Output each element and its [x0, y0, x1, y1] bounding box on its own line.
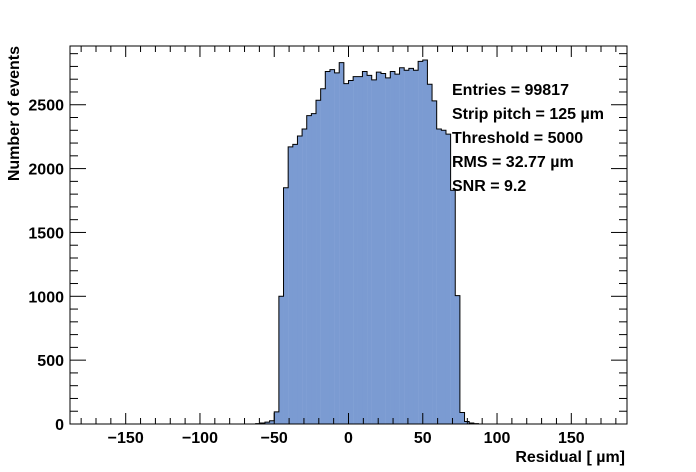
- histogram-bin-70: [394, 74, 400, 424]
- y-axis-title: Number of events: [6, 46, 23, 181]
- histogram-bin-57: [334, 72, 340, 424]
- histogram-bin-68: [385, 77, 391, 425]
- histogram-bin-64: [367, 75, 372, 425]
- histogram-bin-42: [264, 422, 270, 424]
- y-tick-label: 1500: [28, 225, 64, 242]
- histogram-bin-63: [362, 71, 368, 425]
- histogram-bin-59: [343, 83, 349, 424]
- histogram-bin-72: [404, 70, 410, 424]
- histogram-bin-53: [316, 100, 321, 424]
- histogram-bin-69: [390, 71, 396, 425]
- histogram-bin-46: [283, 187, 289, 424]
- x-tick-label: −50: [261, 430, 288, 447]
- histogram-bin-74: [413, 70, 419, 424]
- histogram-bin-83: [455, 295, 461, 424]
- stat-line: Strip pitch = 125 µm: [452, 106, 604, 123]
- histogram-bin-62: [357, 76, 363, 424]
- histogram-bin-61: [353, 76, 358, 424]
- histogram-bin-82: [450, 190, 456, 424]
- x-axis-title: Residual [ µm]: [515, 449, 625, 466]
- histogram-bin-80: [441, 130, 447, 424]
- histogram-bin-86: [469, 422, 475, 424]
- histogram-bin-52: [311, 113, 317, 424]
- stat-line: RMS = 32.77 µm: [452, 154, 574, 171]
- histogram-bin-60: [348, 80, 354, 424]
- histogram-bin-73: [408, 68, 414, 425]
- histogram-bin-50: [302, 129, 307, 424]
- histogram-bin-48: [292, 144, 298, 424]
- histogram-bin-51: [306, 115, 312, 425]
- x-axis-ticks: [80, 46, 617, 424]
- histogram-bin-66: [376, 72, 382, 425]
- histogram-bin-65: [371, 79, 377, 424]
- y-tick-label: 500: [37, 353, 64, 370]
- y-tick-label: 1000: [28, 289, 64, 306]
- stat-line: Entries = 99817: [452, 82, 569, 99]
- x-tick-label: −150: [108, 430, 144, 447]
- x-tick-labels: −150 −100 −50 0 50 100 150: [108, 430, 585, 447]
- histogram-bin-78: [432, 100, 437, 424]
- histogram-bin-44: [274, 411, 280, 424]
- y-tick-label: 0: [55, 417, 64, 434]
- histogram-bin-79: [436, 129, 442, 424]
- x-tick-label: −100: [182, 430, 218, 447]
- y-tick-labels: 0 500 1000 1500 2000 2500: [28, 98, 64, 434]
- histogram-bin-67: [380, 73, 386, 424]
- y-tick-label: 2500: [28, 98, 64, 115]
- y-tick-label: 2000: [28, 162, 64, 179]
- histogram-bin-71: [399, 67, 405, 424]
- histogram-bin-56: [329, 69, 335, 424]
- stats-box: Entries = 99817 Strip pitch = 125 µm Thres…: [452, 82, 604, 195]
- x-tick-label: 50: [414, 430, 432, 447]
- stat-line: Threshold = 5000: [452, 130, 583, 147]
- x-tick-label: 0: [344, 430, 353, 447]
- histogram-bin-84: [459, 412, 465, 424]
- x-tick-label: 150: [558, 430, 585, 447]
- histogram-bin-75: [418, 61, 423, 424]
- x-tick-label: 100: [484, 430, 511, 447]
- histogram-bin-45: [278, 296, 284, 424]
- histogram-bin-77: [427, 84, 433, 424]
- histogram-bin-43: [269, 420, 275, 424]
- histogram-bin-55: [325, 71, 331, 425]
- y-axis-ticks: [70, 53, 627, 425]
- histogram-bin-76: [422, 60, 428, 424]
- histogram-bin-58: [339, 62, 345, 425]
- stat-line: SNR = 9.2: [452, 178, 526, 195]
- histogram-bars: [255, 60, 479, 425]
- histogram-bin-47: [288, 146, 293, 424]
- histogram-bin-54: [320, 88, 326, 425]
- histogram-bin-41: [260, 422, 266, 424]
- histogram-bin-49: [297, 136, 303, 425]
- histogram-bin-81: [445, 134, 451, 424]
